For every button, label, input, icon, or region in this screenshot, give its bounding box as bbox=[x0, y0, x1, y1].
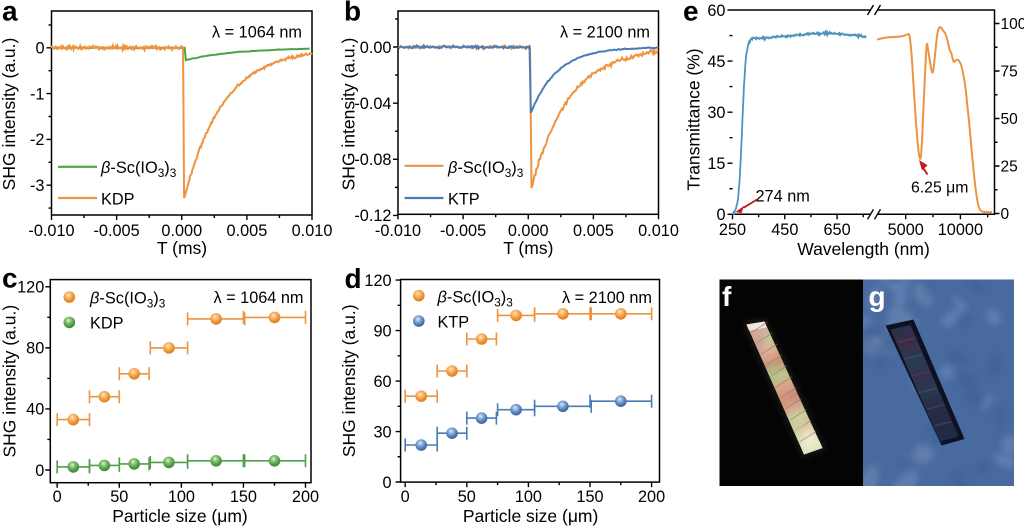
svg-text:30: 30 bbox=[707, 104, 725, 122]
svg-text:40: 40 bbox=[26, 401, 44, 419]
svg-text:0: 0 bbox=[401, 488, 410, 506]
svg-text:0.005: 0.005 bbox=[573, 222, 614, 240]
svg-text:-0.12: -0.12 bbox=[354, 207, 391, 225]
svg-text:-0.08: -0.08 bbox=[354, 151, 391, 169]
svg-text:100: 100 bbox=[515, 488, 542, 506]
svg-text:KTP: KTP bbox=[448, 191, 480, 209]
svg-text:-0.04: -0.04 bbox=[354, 95, 391, 113]
svg-text:120: 120 bbox=[17, 279, 44, 297]
svg-text:β-Sc(IO3)3: β-Sc(IO3)3 bbox=[89, 289, 166, 310]
svg-text:0.010: 0.010 bbox=[638, 222, 679, 240]
svg-text:a: a bbox=[2, 0, 18, 27]
svg-text:-3: -3 bbox=[30, 177, 44, 195]
svg-text:T (ms): T (ms) bbox=[503, 238, 553, 258]
svg-text:15: 15 bbox=[707, 155, 725, 173]
svg-text:Particle size (μm): Particle size (μm) bbox=[112, 506, 248, 526]
svg-text:Wavelength (nm): Wavelength (nm) bbox=[797, 239, 930, 259]
svg-text:0.005: 0.005 bbox=[227, 222, 268, 240]
svg-text:SHG intensity (a.u.): SHG intensity (a.u.) bbox=[339, 304, 359, 457]
svg-text:75: 75 bbox=[1001, 64, 1018, 81]
svg-text:250: 250 bbox=[719, 221, 746, 239]
svg-text:0: 0 bbox=[716, 206, 725, 224]
svg-text:KDP: KDP bbox=[90, 315, 123, 333]
svg-text:60: 60 bbox=[373, 373, 391, 391]
svg-text:60: 60 bbox=[707, 2, 725, 20]
svg-text:50: 50 bbox=[110, 488, 128, 506]
svg-text:274 nm: 274 nm bbox=[756, 188, 810, 206]
svg-text:c: c bbox=[2, 263, 18, 294]
svg-text:0: 0 bbox=[35, 40, 44, 58]
svg-text:450: 450 bbox=[771, 221, 798, 239]
svg-text:0.010: 0.010 bbox=[292, 222, 333, 240]
svg-text:e: e bbox=[683, 0, 699, 27]
svg-text:5000: 5000 bbox=[888, 221, 924, 239]
svg-text:50: 50 bbox=[1001, 111, 1019, 128]
svg-text:0.000: 0.000 bbox=[508, 222, 549, 240]
svg-text:25: 25 bbox=[1001, 159, 1018, 176]
svg-text:λ = 2100 nm: λ = 2100 nm bbox=[560, 24, 650, 42]
svg-text:150: 150 bbox=[230, 488, 257, 506]
svg-text:100: 100 bbox=[1001, 16, 1024, 33]
svg-text:90: 90 bbox=[373, 322, 391, 340]
svg-text:-0.010: -0.010 bbox=[375, 222, 421, 240]
svg-text:30: 30 bbox=[373, 423, 391, 441]
svg-text:-2: -2 bbox=[30, 131, 44, 149]
svg-text:Particle size (μm): Particle size (μm) bbox=[463, 506, 599, 526]
svg-text:-1: -1 bbox=[30, 85, 44, 103]
svg-text:200: 200 bbox=[638, 488, 665, 506]
svg-text:150: 150 bbox=[576, 488, 603, 506]
svg-text:λ = 2100 nm: λ = 2100 nm bbox=[562, 289, 652, 307]
svg-text:0: 0 bbox=[53, 488, 62, 506]
svg-text:0: 0 bbox=[1001, 206, 1010, 223]
svg-text:λ = 1064 nm: λ = 1064 nm bbox=[213, 289, 303, 307]
svg-text:650: 650 bbox=[824, 221, 851, 239]
svg-text:β-Sc(IO3)3: β-Sc(IO3)3 bbox=[100, 159, 177, 180]
svg-text:SHG intensity (a.u.): SHG intensity (a.u.) bbox=[0, 305, 19, 458]
svg-text:d: d bbox=[345, 263, 362, 294]
svg-text:100: 100 bbox=[168, 488, 195, 506]
svg-text:SHG intensity (a.u.): SHG intensity (a.u.) bbox=[338, 38, 358, 191]
svg-text:f: f bbox=[722, 281, 732, 312]
svg-text:50: 50 bbox=[458, 488, 476, 506]
svg-text:80: 80 bbox=[26, 340, 44, 358]
svg-text:10000: 10000 bbox=[938, 221, 983, 239]
svg-text:6.25 μm: 6.25 μm bbox=[911, 180, 968, 197]
svg-text:0: 0 bbox=[383, 474, 392, 492]
svg-text:0: 0 bbox=[35, 462, 44, 480]
svg-text:β-Sc(IO3)3: β-Sc(IO3)3 bbox=[447, 159, 524, 180]
svg-text:-0.005: -0.005 bbox=[94, 222, 140, 240]
svg-text:-0.005: -0.005 bbox=[440, 222, 486, 240]
svg-text:b: b bbox=[344, 0, 361, 27]
svg-text:β-Sc(IO3)3: β-Sc(IO3)3 bbox=[437, 288, 514, 309]
svg-text:45: 45 bbox=[707, 53, 725, 71]
svg-text:Transmittance (%): Transmittance (%) bbox=[684, 48, 704, 190]
svg-text:λ = 1064 nm: λ = 1064 nm bbox=[212, 24, 302, 42]
svg-text:120: 120 bbox=[364, 272, 391, 290]
svg-text:-0.010: -0.010 bbox=[28, 222, 74, 240]
svg-text:KDP: KDP bbox=[101, 191, 134, 209]
svg-text:0.00: 0.00 bbox=[360, 39, 392, 57]
svg-text:g: g bbox=[869, 281, 886, 312]
svg-text:SHG intensity (a.u.): SHG intensity (a.u.) bbox=[0, 38, 19, 191]
svg-text:KTP: KTP bbox=[438, 314, 470, 332]
svg-text:T (ms): T (ms) bbox=[157, 238, 207, 258]
svg-text:0.000: 0.000 bbox=[161, 222, 202, 240]
svg-text:200: 200 bbox=[292, 488, 319, 506]
